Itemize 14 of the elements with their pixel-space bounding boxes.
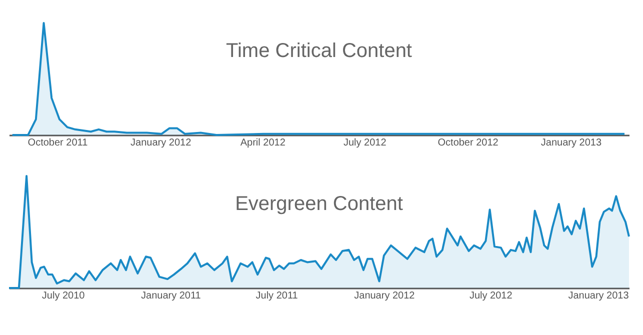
x-tick-label: January 2011 [141, 290, 202, 302]
x-tick-label: July 2012 [469, 290, 513, 302]
x-tick-label: April 2012 [240, 138, 286, 148]
text: Evergreen Content [235, 193, 404, 215]
x-tick-label: July 2010 [42, 290, 86, 302]
x-tick-label: July 2011 [256, 290, 298, 302]
x-tick-label: January 2012 [130, 138, 192, 148]
x-tick-label: January 2012 [354, 290, 416, 302]
x-tick-label: October 2012 [438, 138, 499, 148]
x-tick-label: July 2012 [344, 138, 387, 148]
x-tick-label: January 2013 [540, 138, 602, 148]
text: Time Critical Content [226, 40, 412, 62]
x-tick-label: October 2011 [28, 138, 88, 148]
x-tick-label: January 2013 [568, 290, 630, 302]
